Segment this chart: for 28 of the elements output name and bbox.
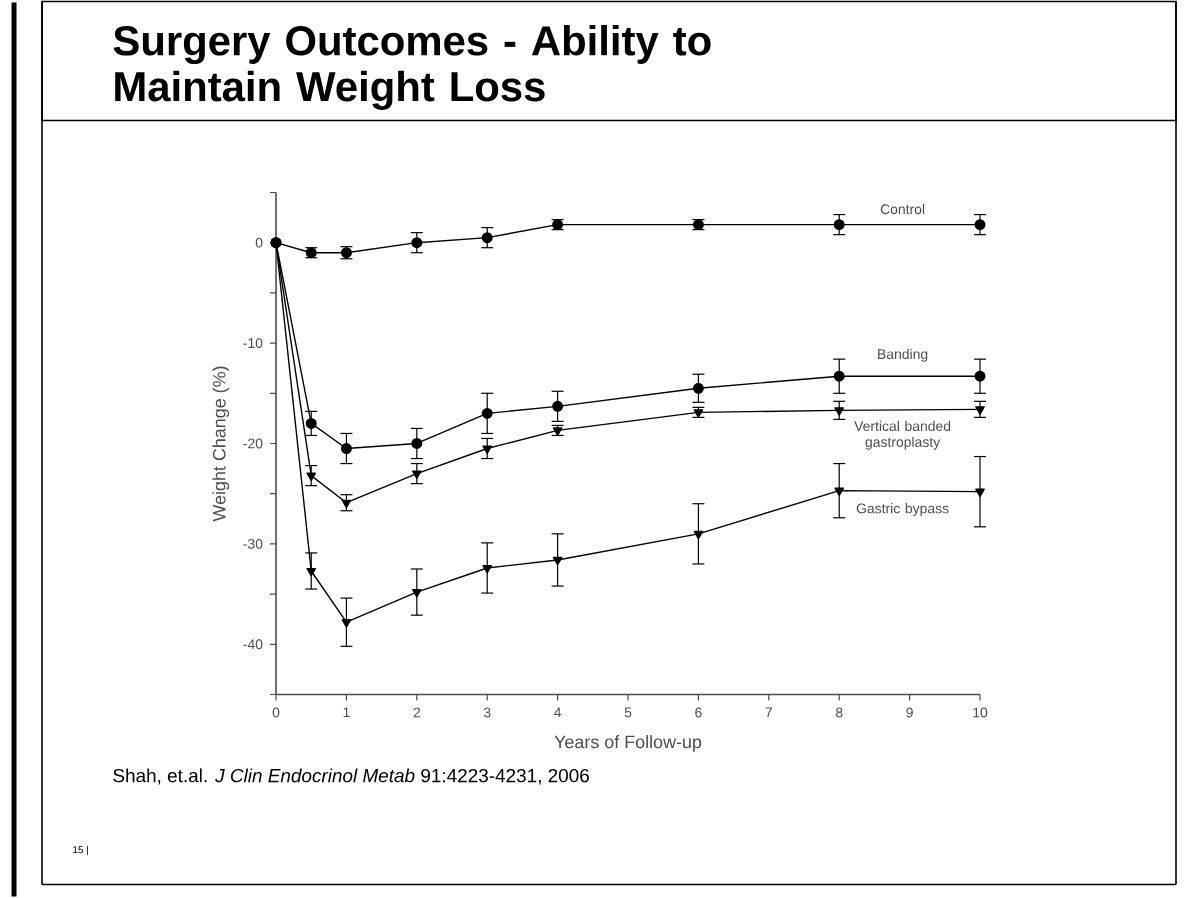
point: [481, 407, 493, 419]
point: [834, 487, 845, 496]
point: [693, 530, 704, 539]
point: [411, 236, 423, 248]
point: [411, 588, 422, 598]
text: Shah, et.al. J Clin Endocrinol Metab 91:4223-4231, 2006: [113, 767, 589, 785]
point: [305, 417, 317, 429]
point: [341, 618, 352, 628]
point: [482, 564, 493, 573]
point: [340, 442, 352, 454]
point: [481, 231, 493, 243]
point: [482, 444, 493, 454]
point: [306, 472, 317, 481]
point: [974, 370, 986, 382]
point: [692, 382, 704, 394]
point: [975, 488, 985, 497]
point: [833, 218, 845, 230]
point: [833, 370, 845, 382]
x-axis-title: Years of Follow-up: [554, 734, 702, 752]
point: [974, 218, 986, 230]
point: [306, 567, 317, 577]
point: [552, 556, 563, 565]
point: [834, 406, 845, 416]
point: [411, 437, 423, 449]
point: [411, 470, 422, 479]
y-axis-title: Weight Change (%): [212, 366, 230, 521]
point: [552, 400, 564, 412]
chart-title: Surgery Outcomes - Ability to Maintain Weight Loss: [113, 24, 711, 110]
